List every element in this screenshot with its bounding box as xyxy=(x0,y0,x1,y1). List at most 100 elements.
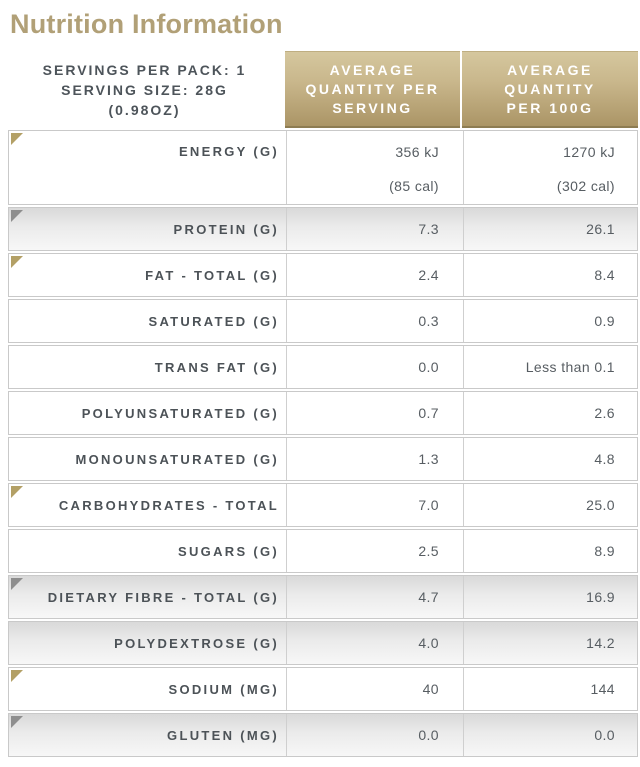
table-row: POLYDEXTROSE (G) 4.0 14.2 xyxy=(8,621,638,665)
text-line: 0.0 xyxy=(418,359,439,375)
per-100g-value: 16.9 xyxy=(586,588,615,606)
per-100g-value-cell: 8.4 xyxy=(463,254,639,296)
page-title: Nutrition Information xyxy=(10,9,283,39)
row-label: POLYDEXTROSE (G) xyxy=(114,635,279,651)
serving-value-cell: 1.3 xyxy=(286,438,463,480)
fold-corner-gold-icon xyxy=(11,670,23,682)
text-line: 0.0 xyxy=(418,727,439,743)
per-100g-value-cell: 2.6 xyxy=(463,392,639,434)
row-label-cell: CARBOHYDRATES - TOTAL xyxy=(9,484,286,526)
table-row: SODIUM (MG) 40 144 xyxy=(8,667,638,711)
table-row: PROTEIN (G) 7.3 26.1 xyxy=(8,207,638,251)
row-label: CARBOHYDRATES - TOTAL xyxy=(58,497,279,513)
per-100g-value-cell: 16.9 xyxy=(463,576,639,618)
serving-value: 4.0 xyxy=(418,634,439,652)
per-100g-value: 14.2 xyxy=(586,634,615,652)
text-line: (85 cal) xyxy=(389,178,439,194)
per-100g-value-cell: 25.0 xyxy=(463,484,639,526)
row-label-cell: PROTEIN (G) xyxy=(9,208,286,250)
col-header-average-per-serving: AVERAGE QUANTITY PER SERVING xyxy=(285,51,460,128)
fold-corner-gold-icon xyxy=(11,256,23,268)
text-line: AVERAGE xyxy=(507,61,593,78)
row-label: SUGARS (G) xyxy=(178,543,279,559)
serving-value: 7.3 xyxy=(418,220,439,238)
text-line: SERVING SIZE: 28G xyxy=(61,81,228,98)
row-label-cell: ENERGY (G) xyxy=(9,131,286,204)
col-header-average-per-100g: AVERAGE QUANTITY PER 100G xyxy=(462,51,638,128)
text-line: 8.9 xyxy=(594,543,615,559)
serving-value: 2.5 xyxy=(418,542,439,560)
serving-value: 356 kJ (85 cal) xyxy=(389,131,439,203)
row-label-cell: TRANS FAT (G) xyxy=(9,346,286,388)
table-header: SERVINGS PER PACK: 1 SERVING SIZE: 28G (0.… xyxy=(8,51,638,128)
text-line: 8.4 xyxy=(594,267,615,283)
table-row: SUGARS (G) 2.5 8.9 xyxy=(8,529,638,573)
row-label: MONOUNSATURATED (G) xyxy=(75,451,279,467)
fold-corner-gray-icon xyxy=(11,716,23,728)
serving-value-cell: 4.7 xyxy=(286,576,463,618)
text-line: 0.0 xyxy=(594,727,615,743)
text-line: 1270 kJ xyxy=(563,144,615,160)
table-row: GLUTEN (MG) 0.0 0.0 xyxy=(8,713,638,757)
fold-corner-gray-icon xyxy=(11,578,23,590)
text-line: 2.4 xyxy=(418,267,439,283)
serving-value-cell: 40 xyxy=(286,668,463,710)
table-row: TRANS FAT (G) 0.0 Less than 0.1 xyxy=(8,345,638,389)
per-100g-value-cell: 8.9 xyxy=(463,530,639,572)
per-100g-value: 2.6 xyxy=(594,404,615,422)
serving-value-cell: 2.4 xyxy=(286,254,463,296)
row-label: FAT - TOTAL (G) xyxy=(145,267,279,283)
per-100g-value-cell: 0.9 xyxy=(463,300,639,342)
row-label: TRANS FAT (G) xyxy=(154,359,279,375)
per-100g-value: Less than 0.1 xyxy=(526,358,615,376)
per-100g-value-cell: 0.0 xyxy=(463,714,639,756)
row-label: DIETARY FIBRE - TOTAL (G) xyxy=(47,589,279,605)
table-row: POLYUNSATURATED (G) 0.7 2.6 xyxy=(8,391,638,435)
serving-value: 1.3 xyxy=(418,450,439,468)
row-label: SODIUM (MG) xyxy=(168,681,279,697)
serving-value: 0.0 xyxy=(418,726,439,744)
table-row: ENERGY (G) 356 kJ (85 cal) 1270 kJ (302 ca… xyxy=(8,130,638,205)
fold-corner-gold-icon xyxy=(11,133,23,145)
text-line: 14.2 xyxy=(586,635,615,651)
per-100g-value-cell: 14.2 xyxy=(463,622,639,664)
per-100g-value: 8.9 xyxy=(594,542,615,560)
text-line: 7.0 xyxy=(418,497,439,513)
text-line: 4.8 xyxy=(594,451,615,467)
serving-value: 0.7 xyxy=(418,404,439,422)
row-label: PROTEIN (G) xyxy=(173,221,279,237)
per-100g-value: 0.9 xyxy=(594,312,615,330)
serving-value: 0.3 xyxy=(418,312,439,330)
per-100g-value: 1270 kJ (302 cal) xyxy=(557,131,615,203)
per-100g-value: 25.0 xyxy=(586,496,615,514)
serving-value: 40 xyxy=(423,680,439,698)
text-line: Less than 0.1 xyxy=(525,359,615,375)
per-100g-value-cell: Less than 0.1 xyxy=(463,346,639,388)
serving-value-cell: 356 kJ (85 cal) xyxy=(286,131,463,204)
serving-value-cell: 2.5 xyxy=(286,530,463,572)
serving-value-cell: 7.0 xyxy=(286,484,463,526)
per-100g-value-cell: 26.1 xyxy=(463,208,639,250)
serving-value-cell: 0.7 xyxy=(286,392,463,434)
row-label-cell: SODIUM (MG) xyxy=(9,668,286,710)
row-label: ENERGY (G) xyxy=(178,144,279,159)
text-line: 1.3 xyxy=(418,451,439,467)
per-100g-value-cell: 1270 kJ (302 cal) xyxy=(463,131,639,204)
serving-value: 4.7 xyxy=(418,588,439,606)
row-label-cell: SATURATED (G) xyxy=(9,300,286,342)
serving-value: 2.4 xyxy=(418,266,439,284)
text-line: 2.5 xyxy=(418,543,439,559)
text-line: 2.6 xyxy=(594,405,615,421)
table-row: DIETARY FIBRE - TOTAL (G) 4.7 16.9 xyxy=(8,575,638,619)
serving-value: 7.0 xyxy=(418,496,439,514)
text-line: 144 xyxy=(590,681,615,697)
text-line: 16.9 xyxy=(586,589,615,605)
text-line: 0.7 xyxy=(418,405,439,421)
row-label-cell: SUGARS (G) xyxy=(9,530,286,572)
nutrition-rows: ENERGY (G) 356 kJ (85 cal) 1270 kJ (302 ca… xyxy=(8,130,638,757)
text-line: QUANTITY PER xyxy=(305,80,440,97)
table-row: FAT - TOTAL (G) 2.4 8.4 xyxy=(8,253,638,297)
row-label-cell: GLUTEN (MG) xyxy=(9,714,286,756)
text-line: 356 kJ xyxy=(395,144,439,160)
